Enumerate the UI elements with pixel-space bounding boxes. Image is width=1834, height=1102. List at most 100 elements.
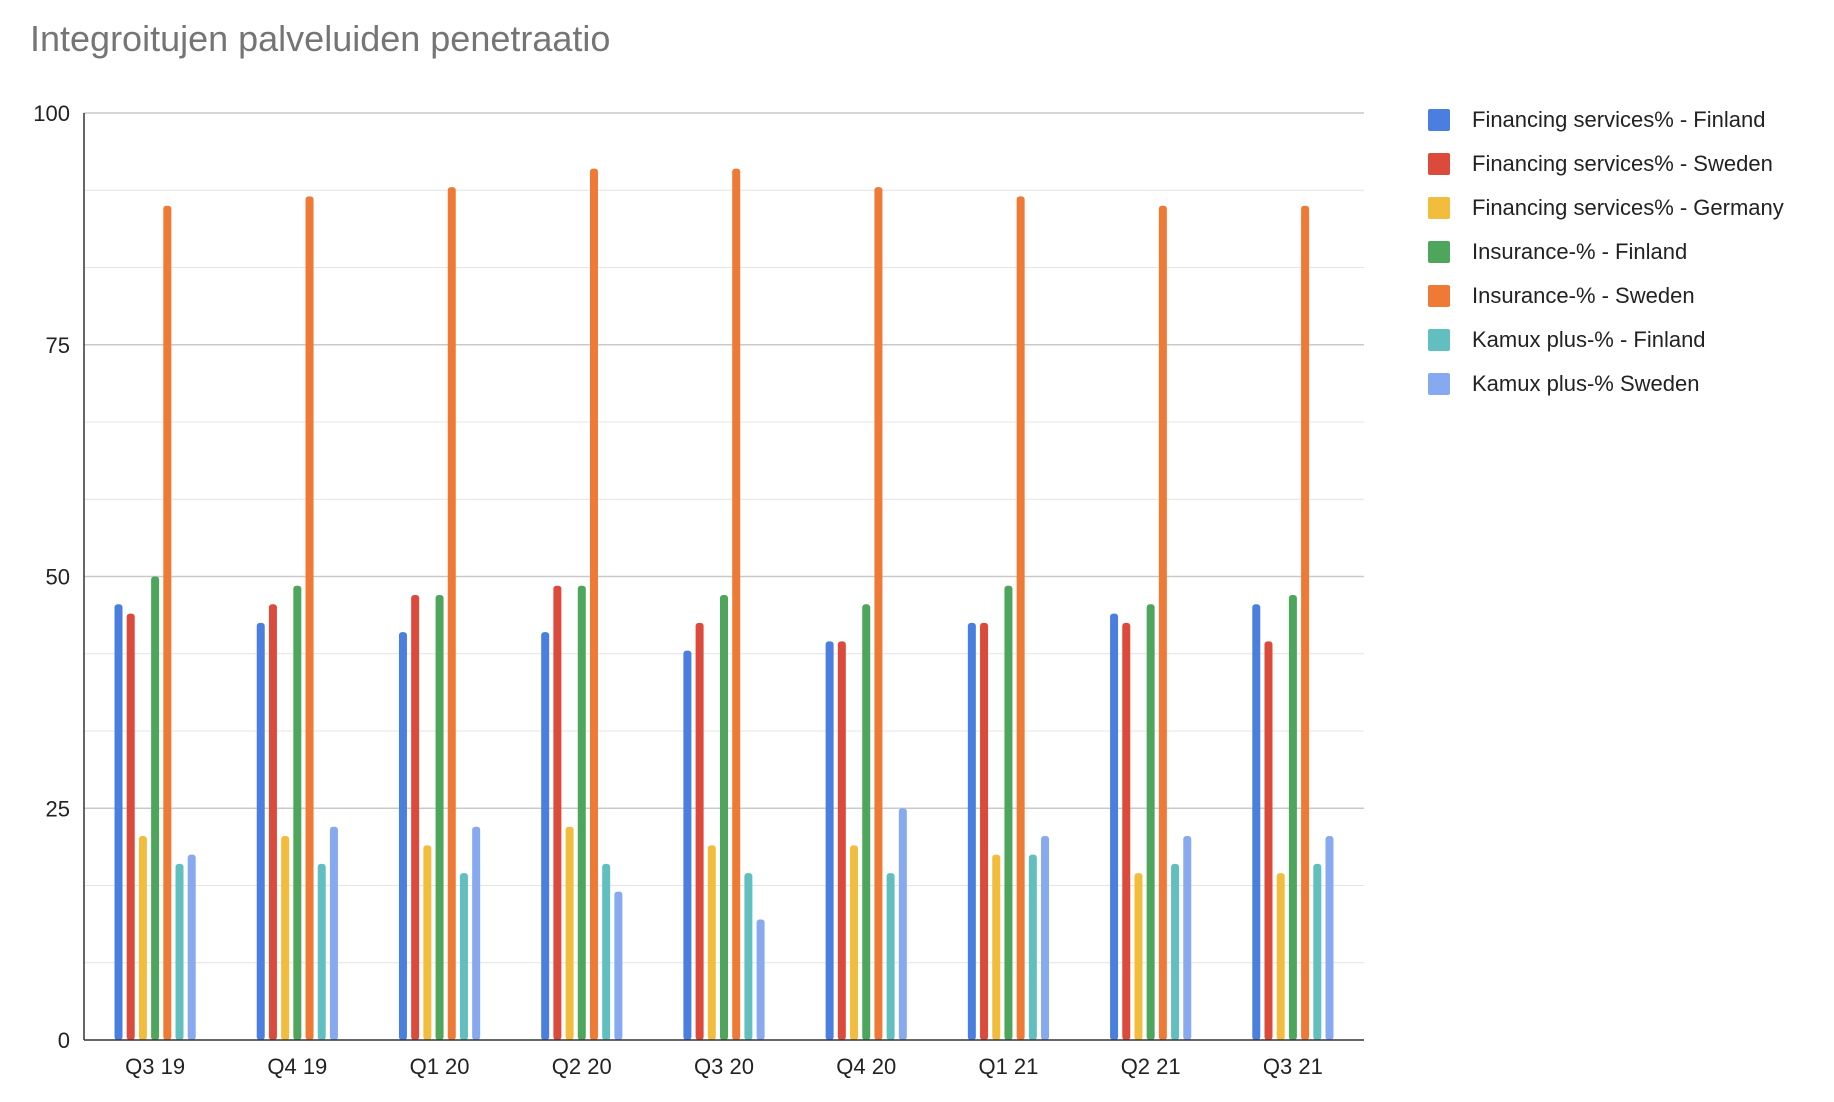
chart-title: Integroitujen palveluiden penetraatio <box>30 18 611 59</box>
bar <box>163 205 172 1040</box>
bar <box>398 632 407 1040</box>
bar <box>1041 836 1050 1040</box>
bar <box>1004 585 1013 1040</box>
bar <box>138 836 147 1040</box>
bar <box>447 187 456 1040</box>
x-tick-label: Q1 21 <box>978 1054 1038 1079</box>
bar <box>435 595 444 1040</box>
legend-label: Financing services% - Germany <box>1472 195 1784 220</box>
bar <box>1110 613 1119 1040</box>
bar <box>1325 836 1334 1040</box>
bar <box>256 622 265 1040</box>
bar <box>1016 196 1025 1040</box>
legend-label: Kamux plus-% Sweden <box>1472 371 1700 396</box>
x-tick-label: Q3 20 <box>694 1054 754 1079</box>
bar <box>1171 863 1180 1040</box>
bar <box>577 585 586 1040</box>
legend-label: Financing services% - Sweden <box>1472 151 1773 176</box>
bar <box>720 595 728 1040</box>
legend-label: Financing services% - Finland <box>1472 107 1766 132</box>
x-tick-label: Q2 21 <box>1121 1054 1181 1079</box>
bar <box>1122 622 1131 1040</box>
bar <box>317 863 326 1040</box>
bar <box>589 168 598 1040</box>
legend-item: Insurance-% - Sweden <box>1428 274 1784 318</box>
bar <box>732 168 741 1040</box>
bar <box>1264 641 1273 1040</box>
bar <box>756 919 765 1040</box>
bar <box>1028 854 1037 1040</box>
legend-swatch <box>1428 285 1450 307</box>
bar <box>565 826 574 1040</box>
legend-label: Insurance-% - Finland <box>1472 239 1688 264</box>
legend-swatch <box>1428 153 1450 175</box>
bar <box>472 826 481 1040</box>
legend-item: Kamux plus-% - Finland <box>1428 318 1784 362</box>
bar <box>1288 595 1297 1040</box>
bar <box>423 845 432 1040</box>
legend-item: Financing services% - Germany <box>1428 186 1784 230</box>
bar <box>281 836 290 1040</box>
bar <box>411 595 420 1040</box>
bar <box>1276 873 1285 1040</box>
x-tick-label: Q4 19 <box>267 1054 327 1079</box>
legend-swatch <box>1428 109 1450 131</box>
legend-swatch <box>1428 373 1450 395</box>
bars <box>114 168 1334 1040</box>
y-axis-ticks: 0 25 50 75 100 <box>33 101 70 1053</box>
y-tick-label: 100 <box>33 101 70 126</box>
legend-swatch <box>1428 241 1450 263</box>
bar <box>553 585 562 1040</box>
bar <box>1134 873 1143 1040</box>
y-tick-label: 25 <box>46 796 70 821</box>
y-tick-label: 0 <box>58 1028 70 1053</box>
legend-item: Financing services% - Finland <box>1428 98 1784 142</box>
bar <box>1252 604 1261 1040</box>
bar <box>874 187 883 1040</box>
x-tick-label: Q3 21 <box>1263 1054 1323 1079</box>
legend-item: Insurance-% - Finland <box>1428 230 1784 274</box>
bar <box>305 196 314 1040</box>
bar <box>293 585 302 1040</box>
bar <box>1301 205 1310 1040</box>
bar <box>744 873 753 1040</box>
bar <box>1313 863 1322 1040</box>
x-tick-label: Q3 19 <box>125 1054 185 1079</box>
bar <box>886 873 895 1040</box>
bar <box>114 604 123 1040</box>
bar <box>459 873 468 1040</box>
bar <box>967 622 976 1040</box>
bar <box>1146 604 1155 1040</box>
bar <box>151 576 160 1040</box>
x-axis-ticks: Q3 19 Q4 19 Q1 20 Q2 20 Q3 20 Q4 20 Q1 21 Q2 21… <box>125 1054 1323 1079</box>
bar <box>175 863 184 1040</box>
legend-label: Insurance-% - Sweden <box>1472 283 1695 308</box>
bar <box>707 845 716 1040</box>
bar <box>541 632 550 1040</box>
bar <box>898 808 907 1040</box>
bar <box>1183 836 1192 1040</box>
bar <box>602 863 611 1040</box>
bar <box>683 650 692 1040</box>
bar <box>850 845 859 1040</box>
x-tick-label: Q2 20 <box>552 1054 612 1079</box>
bar <box>268 604 277 1040</box>
chart-plot: 0 25 50 75 100 Q3 19 Q4 19 Q1 20 Q2 20 Q3 20 Q4 2… <box>33 101 1364 1079</box>
y-tick-label: 75 <box>46 333 70 358</box>
legend-label: Kamux plus-% - Finland <box>1472 327 1706 352</box>
bar <box>126 613 135 1040</box>
bar <box>992 854 1001 1040</box>
bar <box>695 622 704 1040</box>
bar <box>187 854 196 1040</box>
bar <box>862 604 871 1040</box>
bar <box>825 641 834 1040</box>
legend: Financing services% - Finland Financing s… <box>1428 98 1784 406</box>
bar <box>614 891 623 1040</box>
bar <box>1158 205 1167 1040</box>
axes <box>83 113 1364 1041</box>
legend-item: Kamux plus-% Sweden <box>1428 362 1784 406</box>
legend-item: Financing services% - Sweden <box>1428 142 1784 186</box>
legend-swatch <box>1428 329 1450 351</box>
x-tick-label: Q1 20 <box>410 1054 470 1079</box>
y-tick-label: 50 <box>46 565 70 590</box>
